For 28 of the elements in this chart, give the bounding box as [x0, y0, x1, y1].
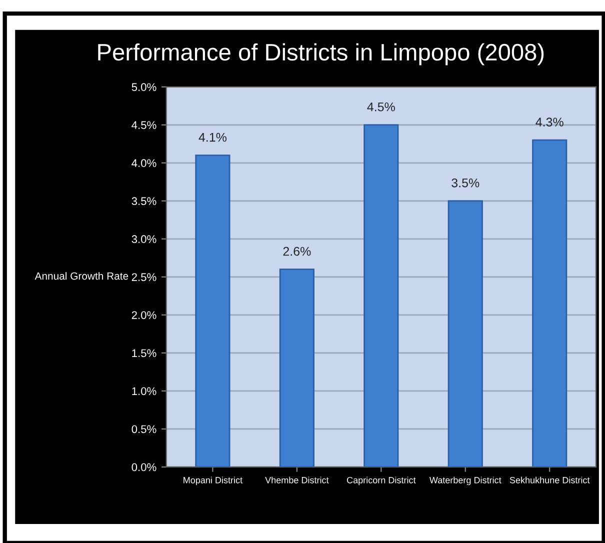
bar [532, 139, 568, 467]
x-tick-label: Sekhukhune District [510, 476, 590, 484]
chart-title: Performance of Districts in Limpopo (2008) [98, 43, 544, 66]
y-axis-title: Annual Growth Rate [34, 272, 128, 280]
x-tick-label: Vhembe District [265, 476, 329, 484]
y-tick-label: 2.5% [132, 273, 156, 282]
y-tick-label: 3.5% [132, 197, 156, 206]
x-tick-label: Capricorn District [346, 476, 416, 486]
bar [448, 200, 483, 467]
y-tick-label: 0.0% [132, 463, 156, 472]
data-label: 3.5% [452, 178, 480, 188]
x-tick-label: Waterberg District [429, 476, 502, 486]
y-tick-label: 3.0% [132, 235, 156, 244]
data-label: 4.1% [198, 132, 226, 142]
x-tick-label: Mopani District [184, 476, 242, 486]
bar [279, 268, 314, 467]
bar [195, 154, 230, 467]
y-tick-label: 1.0% [132, 387, 156, 396]
y-tick-label: 4.5% [132, 121, 156, 130]
data-label: 4.5% [367, 102, 395, 112]
y-tick-label: 4.0% [132, 159, 156, 168]
data-label: 2.6% [283, 246, 311, 256]
y-tick-label: 5.0% [132, 83, 156, 92]
data-label: 4.3% [536, 118, 564, 127]
y-tick-label: 2.0% [132, 311, 156, 320]
bar [364, 124, 399, 467]
y-tick-label: 0.5% [132, 425, 156, 434]
y-tick-label: 1.5% [132, 349, 156, 358]
